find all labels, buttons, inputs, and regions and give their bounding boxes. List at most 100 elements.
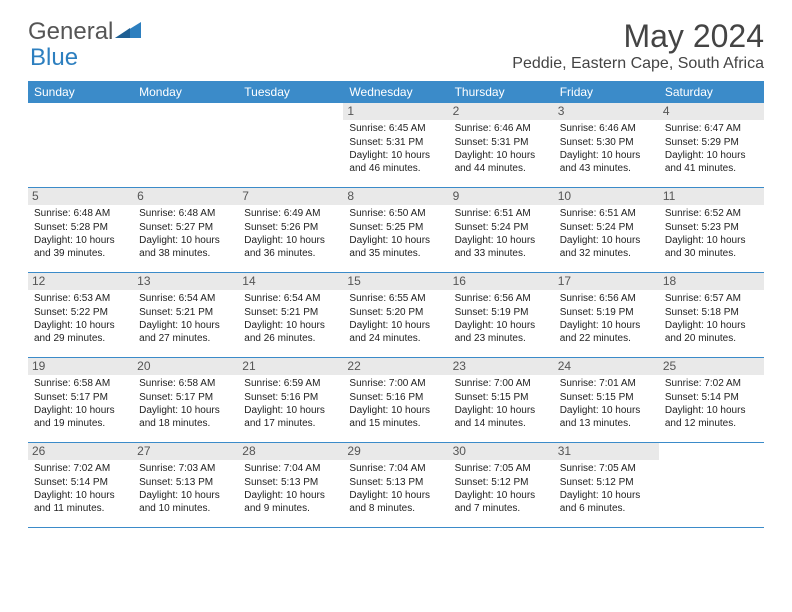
day-number: 15 bbox=[343, 273, 448, 290]
sunrise-line: Sunrise: 6:47 AM bbox=[665, 123, 758, 136]
week-row: 26Sunrise: 7:02 AMSunset: 5:14 PMDayligh… bbox=[28, 443, 764, 528]
day-number: 20 bbox=[133, 358, 238, 375]
sunset-line: Sunset: 5:19 PM bbox=[455, 307, 548, 320]
sunset-line: Sunset: 5:22 PM bbox=[34, 307, 127, 320]
sunrise-line: Sunrise: 6:59 AM bbox=[244, 378, 337, 391]
sunrise-line: Sunrise: 6:58 AM bbox=[139, 378, 232, 391]
daylight-line: Daylight: 10 hours and 46 minutes. bbox=[349, 150, 442, 175]
day-cell: 27Sunrise: 7:03 AMSunset: 5:13 PMDayligh… bbox=[133, 443, 238, 527]
daylight-line: Daylight: 10 hours and 38 minutes. bbox=[139, 235, 232, 260]
day-number: 5 bbox=[28, 188, 133, 205]
sunrise-line: Sunrise: 6:46 AM bbox=[560, 123, 653, 136]
sunset-line: Sunset: 5:20 PM bbox=[349, 307, 442, 320]
day-number: 24 bbox=[554, 358, 659, 375]
month-title: May 2024 bbox=[512, 18, 764, 55]
sunset-line: Sunset: 5:12 PM bbox=[455, 477, 548, 490]
sunrise-line: Sunrise: 7:05 AM bbox=[455, 463, 548, 476]
day-header: Monday bbox=[133, 81, 238, 103]
day-cell: 29Sunrise: 7:04 AMSunset: 5:13 PMDayligh… bbox=[343, 443, 448, 527]
sunset-line: Sunset: 5:13 PM bbox=[139, 477, 232, 490]
day-header: Friday bbox=[554, 81, 659, 103]
daylight-line: Daylight: 10 hours and 39 minutes. bbox=[34, 235, 127, 260]
day-number: 12 bbox=[28, 273, 133, 290]
weeks-container: 1Sunrise: 6:45 AMSunset: 5:31 PMDaylight… bbox=[28, 103, 764, 528]
sunset-line: Sunset: 5:19 PM bbox=[560, 307, 653, 320]
daylight-line: Daylight: 10 hours and 13 minutes. bbox=[560, 405, 653, 430]
daylight-line: Daylight: 10 hours and 27 minutes. bbox=[139, 320, 232, 345]
sunrise-line: Sunrise: 7:01 AM bbox=[560, 378, 653, 391]
day-cell bbox=[133, 103, 238, 187]
sunset-line: Sunset: 5:21 PM bbox=[139, 307, 232, 320]
sunrise-line: Sunrise: 6:54 AM bbox=[244, 293, 337, 306]
day-number: 3 bbox=[554, 103, 659, 120]
day-cell: 13 Sunrise: 6:54 AMSunset: 5:21 PMDayligh… bbox=[133, 273, 238, 357]
page: General May 2024 Peddie, Eastern Cape, S… bbox=[0, 0, 792, 612]
daylight-line: Daylight: 10 hours and 14 minutes. bbox=[455, 405, 548, 430]
day-cell: 28Sunrise: 7:04 AMSunset: 5:13 PMDayligh… bbox=[238, 443, 343, 527]
day-number: 25 bbox=[659, 358, 764, 375]
sunrise-line: Sunrise: 7:03 AM bbox=[139, 463, 232, 476]
day-cell: 20Sunrise: 6:58 AMSunset: 5:17 PMDayligh… bbox=[133, 358, 238, 442]
daylight-line: Daylight: 10 hours and 9 minutes. bbox=[244, 490, 337, 515]
day-number: 2 bbox=[449, 103, 554, 120]
day-header: Wednesday bbox=[343, 81, 448, 103]
location-subtitle: Peddie, Eastern Cape, South Africa bbox=[512, 55, 764, 73]
daylight-line: Daylight: 10 hours and 43 minutes. bbox=[560, 150, 653, 175]
sunrise-line: Sunrise: 6:53 AM bbox=[34, 293, 127, 306]
day-cell: 9Sunrise: 6:51 AMSunset: 5:24 PMDaylight… bbox=[449, 188, 554, 272]
daylight-line: Daylight: 10 hours and 15 minutes. bbox=[349, 405, 442, 430]
sunrise-line: Sunrise: 6:52 AM bbox=[665, 208, 758, 221]
day-number: 18 bbox=[659, 273, 764, 290]
sunrise-line: Sunrise: 7:02 AM bbox=[665, 378, 758, 391]
day-cell bbox=[238, 103, 343, 187]
day-cell: 17Sunrise: 6:56 AMSunset: 5:19 PMDayligh… bbox=[554, 273, 659, 357]
sunrise-line: Sunrise: 7:04 AM bbox=[349, 463, 442, 476]
calendar: SundayMondayTuesdayWednesdayThursdayFrid… bbox=[28, 81, 764, 528]
sunrise-line: Sunrise: 6:56 AM bbox=[560, 293, 653, 306]
day-number: 19 bbox=[28, 358, 133, 375]
day-cell: 16Sunrise: 6:56 AMSunset: 5:19 PMDayligh… bbox=[449, 273, 554, 357]
day-number: 17 bbox=[554, 273, 659, 290]
sunrise-line: Sunrise: 6:45 AM bbox=[349, 123, 442, 136]
daylight-line: Daylight: 10 hours and 19 minutes. bbox=[34, 405, 127, 430]
day-number: 13 bbox=[133, 273, 238, 290]
sunset-line: Sunset: 5:23 PM bbox=[665, 222, 758, 235]
sunset-line: Sunset: 5:16 PM bbox=[244, 392, 337, 405]
day-header: Tuesday bbox=[238, 81, 343, 103]
sunset-line: Sunset: 5:13 PM bbox=[349, 477, 442, 490]
sunrise-line: Sunrise: 6:56 AM bbox=[455, 293, 548, 306]
sunrise-line: Sunrise: 6:58 AM bbox=[34, 378, 127, 391]
day-cell: 1Sunrise: 6:45 AMSunset: 5:31 PMDaylight… bbox=[343, 103, 448, 187]
sunset-line: Sunset: 5:26 PM bbox=[244, 222, 337, 235]
header: General May 2024 Peddie, Eastern Cape, S… bbox=[28, 18, 764, 73]
day-cell: 10Sunrise: 6:51 AMSunset: 5:24 PMDayligh… bbox=[554, 188, 659, 272]
day-cell: 15Sunrise: 6:55 AMSunset: 5:20 PMDayligh… bbox=[343, 273, 448, 357]
day-cell: 26Sunrise: 7:02 AMSunset: 5:14 PMDayligh… bbox=[28, 443, 133, 527]
title-block: May 2024 Peddie, Eastern Cape, South Afr… bbox=[512, 18, 764, 73]
sunrise-line: Sunrise: 6:50 AM bbox=[349, 208, 442, 221]
daylight-line: Daylight: 10 hours and 7 minutes. bbox=[455, 490, 548, 515]
sunset-line: Sunset: 5:12 PM bbox=[560, 477, 653, 490]
daylight-line: Daylight: 10 hours and 26 minutes. bbox=[244, 320, 337, 345]
daylight-line: Daylight: 10 hours and 35 minutes. bbox=[349, 235, 442, 260]
day-number: 23 bbox=[449, 358, 554, 375]
brand-logo: General bbox=[28, 18, 143, 46]
day-number: 7 bbox=[238, 188, 343, 205]
sunset-line: Sunset: 5:16 PM bbox=[349, 392, 442, 405]
daylight-line: Daylight: 10 hours and 41 minutes. bbox=[665, 150, 758, 175]
sunrise-line: Sunrise: 6:51 AM bbox=[455, 208, 548, 221]
day-cell: 12Sunrise: 6:53 AMSunset: 5:22 PMDayligh… bbox=[28, 273, 133, 357]
sunset-line: Sunset: 5:17 PM bbox=[34, 392, 127, 405]
daylight-line: Daylight: 10 hours and 10 minutes. bbox=[139, 490, 232, 515]
week-row: 1Sunrise: 6:45 AMSunset: 5:31 PMDaylight… bbox=[28, 103, 764, 188]
day-cell: 31Sunrise: 7:05 AMSunset: 5:12 PMDayligh… bbox=[554, 443, 659, 527]
sunrise-line: Sunrise: 7:00 AM bbox=[349, 378, 442, 391]
day-cell: 23Sunrise: 7:00 AMSunset: 5:15 PMDayligh… bbox=[449, 358, 554, 442]
daylight-line: Daylight: 10 hours and 11 minutes. bbox=[34, 490, 127, 515]
sunrise-line: Sunrise: 6:46 AM bbox=[455, 123, 548, 136]
daylight-line: Daylight: 10 hours and 36 minutes. bbox=[244, 235, 337, 260]
brand-name-a: General bbox=[28, 18, 113, 46]
day-header: Saturday bbox=[659, 81, 764, 103]
day-number: 6 bbox=[133, 188, 238, 205]
sunrise-line: Sunrise: 6:54 AM bbox=[139, 293, 232, 306]
